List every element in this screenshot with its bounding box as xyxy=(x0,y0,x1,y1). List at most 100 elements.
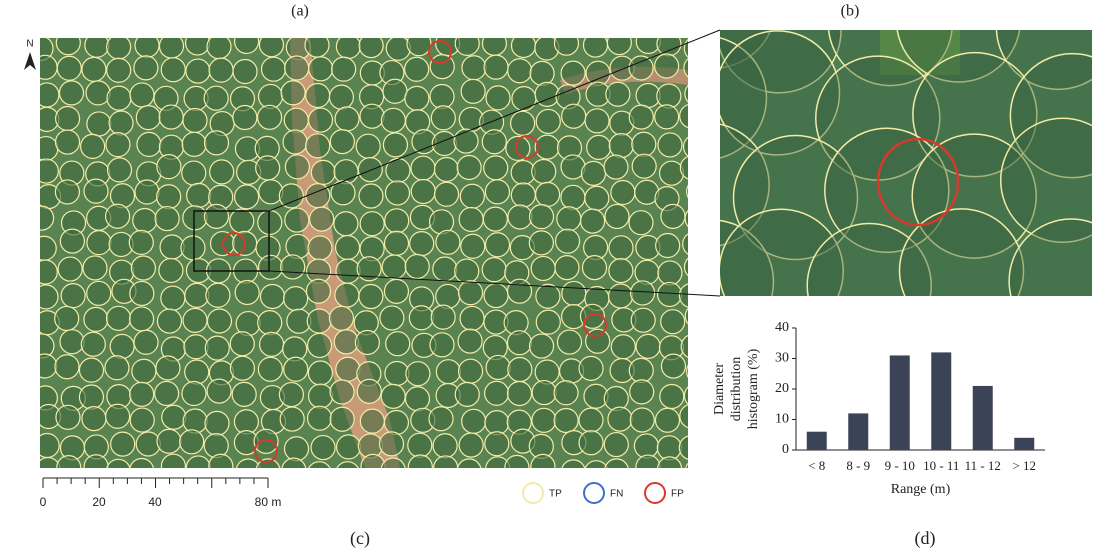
crown xyxy=(608,407,632,431)
crown xyxy=(56,130,80,154)
crown xyxy=(56,405,80,429)
crown xyxy=(308,108,332,132)
crown xyxy=(380,306,404,330)
crown xyxy=(605,204,629,228)
crown xyxy=(81,332,105,356)
crown xyxy=(230,209,254,233)
crown xyxy=(685,459,709,483)
crown xyxy=(684,135,708,159)
crown xyxy=(579,356,603,380)
bar xyxy=(807,432,827,450)
crown xyxy=(280,407,304,431)
crown xyxy=(84,455,108,479)
crown xyxy=(581,209,605,233)
crown xyxy=(458,329,482,353)
y-tick-label: 30 xyxy=(775,351,789,366)
north-label: N xyxy=(26,39,33,50)
crown xyxy=(632,154,656,178)
crown xyxy=(106,404,130,428)
crown xyxy=(581,161,605,185)
crown xyxy=(330,407,354,431)
crown xyxy=(235,280,259,304)
crown xyxy=(233,105,257,129)
crown xyxy=(259,33,283,57)
legend-swatch xyxy=(523,483,543,503)
crown xyxy=(531,454,555,478)
crown xyxy=(182,382,206,406)
y-axis-label: histogram (%) xyxy=(746,348,761,429)
crown xyxy=(33,55,57,79)
crown xyxy=(585,186,609,210)
crown xyxy=(660,161,684,185)
crown xyxy=(484,55,508,79)
crown xyxy=(334,212,358,236)
crown xyxy=(207,379,231,403)
crown xyxy=(110,334,134,358)
crown xyxy=(35,83,59,107)
crown xyxy=(58,257,82,281)
crown xyxy=(433,434,457,458)
crown xyxy=(429,407,453,431)
crown xyxy=(536,310,560,334)
north-arrow xyxy=(24,52,36,70)
crown xyxy=(330,380,354,404)
crown xyxy=(205,336,229,360)
y-tick-label: 20 xyxy=(775,381,789,396)
crown xyxy=(630,408,654,432)
crown xyxy=(604,155,628,179)
crown xyxy=(308,333,332,357)
crown xyxy=(157,429,181,453)
crown xyxy=(284,287,308,311)
crown xyxy=(554,31,578,55)
crown xyxy=(561,460,585,484)
crown xyxy=(130,281,154,305)
crown xyxy=(235,185,259,209)
crown xyxy=(335,283,359,307)
crown xyxy=(133,208,157,232)
crown xyxy=(131,256,155,280)
x-tick-label: 11 - 12 xyxy=(965,458,1001,473)
crown xyxy=(462,409,486,433)
bar xyxy=(848,413,868,450)
crown xyxy=(34,137,58,161)
crown xyxy=(530,334,554,358)
crown xyxy=(554,408,578,432)
crown xyxy=(182,161,206,185)
crown xyxy=(530,61,554,85)
crown xyxy=(235,29,259,53)
y-tick-label: 40 xyxy=(775,320,789,335)
crown xyxy=(384,411,408,435)
crown xyxy=(306,134,330,158)
crown xyxy=(32,236,56,260)
crown xyxy=(285,56,309,80)
crown xyxy=(336,259,360,283)
crown xyxy=(681,334,705,358)
crown xyxy=(307,309,331,333)
crown xyxy=(486,355,510,379)
crown xyxy=(232,382,256,406)
crown xyxy=(505,455,529,479)
crown xyxy=(457,156,481,180)
crown xyxy=(383,79,407,103)
crown xyxy=(306,184,330,208)
crown xyxy=(658,282,682,306)
crown xyxy=(159,34,183,58)
crown xyxy=(106,459,130,483)
crown xyxy=(486,86,510,110)
crown xyxy=(635,260,659,284)
crown xyxy=(258,357,282,381)
crown xyxy=(381,384,405,408)
crown xyxy=(332,57,356,81)
crown xyxy=(611,181,635,205)
crown xyxy=(459,207,483,231)
crown xyxy=(585,109,609,133)
y-tick-label: 0 xyxy=(782,442,789,457)
crown xyxy=(162,405,186,429)
crown xyxy=(657,84,681,108)
crown xyxy=(204,434,228,458)
crown xyxy=(209,454,233,478)
bar xyxy=(1014,438,1034,450)
crown xyxy=(554,381,578,405)
crown xyxy=(279,184,303,208)
crown xyxy=(337,435,361,459)
